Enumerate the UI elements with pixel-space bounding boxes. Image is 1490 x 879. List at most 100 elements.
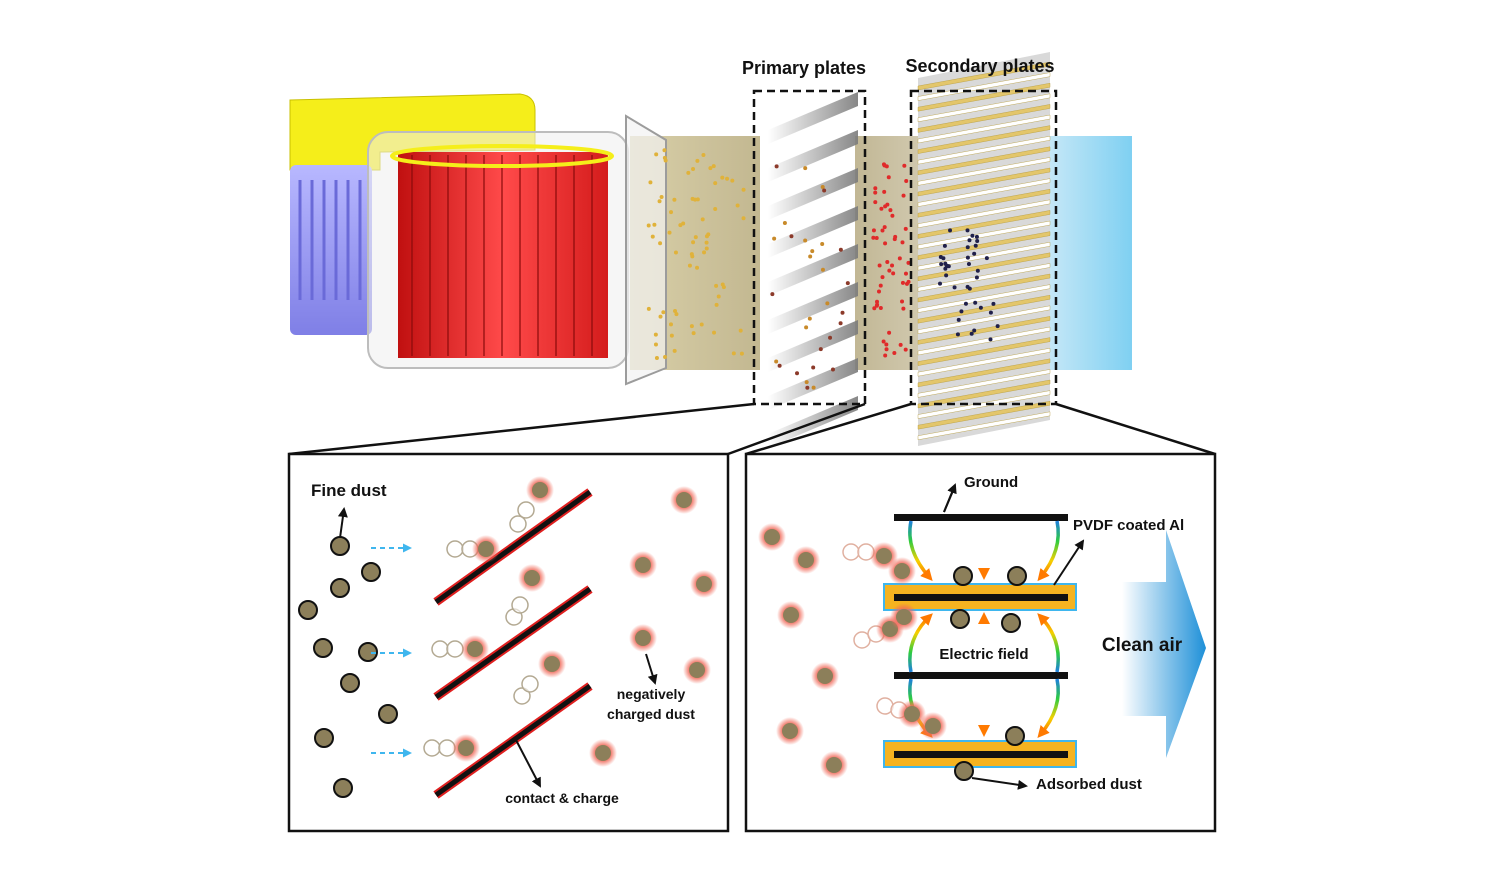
charged-dust-particle: [904, 706, 920, 722]
charged-dust-dot: [875, 302, 880, 307]
adsorbed-dust-dot: [984, 256, 989, 261]
fine-dust-dot: [673, 308, 678, 313]
adsorbed-dust-dot: [974, 275, 979, 280]
adsorbed-dust-label: Adsorbed dust: [1036, 776, 1142, 793]
adsorbed-dust-dot: [969, 331, 974, 336]
dust-dot: [774, 359, 779, 364]
fine-dust-dot: [695, 265, 700, 270]
charged-dust-dot: [878, 305, 883, 310]
fine-dust-dot: [741, 216, 746, 221]
charged-dust-particles: [452, 476, 718, 767]
charged-dust-dot: [887, 268, 892, 273]
charged-dust-particle: [826, 757, 842, 773]
field-line: [1037, 613, 1060, 673]
dust-dot: [795, 371, 800, 376]
charged-dust-dot: [891, 271, 896, 276]
charged-dust-particle: [478, 541, 494, 557]
adsorbed-dust-dot: [972, 251, 977, 256]
charged-dust-dot: [898, 342, 903, 347]
primary-detail-panel: Fine dust negatively charged dust contac…: [287, 452, 730, 833]
adsorbed-dust-dot: [975, 238, 980, 243]
charged-dust-particle: [532, 482, 548, 498]
charged-dust-dot: [884, 347, 889, 352]
clean-air-outlet: [1040, 136, 1132, 370]
dust-dot: [830, 367, 835, 372]
secondary-slat: [917, 316, 1051, 345]
charged-dust-dot: [873, 200, 878, 205]
fine-dust-dot: [712, 330, 717, 335]
secondary-slat: [917, 305, 1051, 335]
charged-dust-particle: [524, 570, 540, 586]
dust-dot: [820, 267, 825, 272]
dust-dot: [811, 365, 816, 370]
adsorbed-dust-dot: [956, 317, 961, 322]
field-line: [1037, 520, 1060, 582]
dust-dot: [808, 254, 813, 259]
charged-dust-dot: [904, 178, 909, 183]
secondary-slat: [917, 369, 1051, 398]
fine-dust-dot: [669, 333, 674, 338]
fine-dust-dot: [730, 178, 735, 183]
adsorbed-dust-dot: [966, 261, 971, 266]
fine-dust-dot: [653, 332, 658, 337]
dust-trail-ghost: [513, 687, 531, 705]
primary-slat: [768, 130, 858, 182]
charged-dust-particle: [676, 492, 692, 508]
dust-dot: [774, 164, 779, 169]
secondary-plates-box: [909, 89, 1058, 406]
charged-dust-particles-right: [758, 523, 947, 779]
fine-dust-dot: [669, 210, 674, 215]
fine-dust-dot: [731, 351, 736, 356]
adsorbed-dust-particles: [950, 566, 1027, 781]
dust-trail-ghost: [423, 739, 441, 757]
fine-dust-particle: [333, 778, 353, 798]
dust-trail-ghost: [446, 540, 464, 558]
adsorbed-dust-dot: [942, 243, 947, 248]
adsorbed-dust-dot: [967, 238, 972, 243]
adsorbed-dust-dot: [965, 255, 970, 260]
dust-dot: [810, 249, 815, 254]
dust-dot: [803, 166, 808, 171]
fine-dust-particle: [358, 642, 378, 662]
secondary-slat: [917, 61, 1051, 91]
dust-dot: [838, 247, 843, 252]
secondary-slat: [917, 400, 1051, 430]
adsorbed-dust-dot: [975, 268, 980, 273]
charged-dust-dot: [900, 280, 905, 285]
fine-dust-dot: [667, 230, 672, 235]
dust-dot: [770, 292, 775, 297]
adsorbed-dust-dot: [965, 228, 970, 233]
charged-dust-dot: [877, 263, 882, 268]
charged-dust-dot: [900, 299, 905, 304]
secondary-slat: [917, 104, 1051, 133]
fine-dust-dot: [652, 222, 657, 227]
clean-air-label: Clean air: [1102, 635, 1183, 656]
fine-dust-dot: [662, 155, 667, 160]
charged-dust-dot: [903, 226, 908, 231]
charged-dust-dot: [876, 289, 881, 294]
secondary-detail-panel: Clean air Ground PVDF coated Al Electric…: [744, 452, 1217, 833]
adsorbed-dust-dot: [952, 285, 957, 290]
fine-dust-dot: [689, 252, 694, 257]
fine-dust-dot: [674, 312, 679, 317]
charged-dust-dot: [883, 353, 888, 358]
dust-dot: [838, 321, 843, 326]
fine-dust-dot: [668, 322, 673, 327]
charged-dust-dot: [871, 228, 876, 233]
secondary-slat: [917, 220, 1051, 250]
adsorbed-dust-dot: [965, 284, 970, 289]
dust-dot: [807, 316, 812, 321]
fine-dust-dot: [662, 148, 667, 153]
secondary-slat: [917, 284, 1051, 313]
adsorbed-dust-dot: [972, 328, 977, 333]
fan-housing: [367, 114, 667, 386]
charged-dust-particle: [696, 576, 712, 592]
charged-dust-dot: [887, 330, 892, 335]
fine-dust-particle: [378, 704, 398, 724]
charged-dust-dot: [874, 236, 879, 241]
charged-dust-particle: [544, 656, 560, 672]
fine-dust-dot: [701, 153, 706, 158]
ground-plate-top: [894, 514, 1068, 521]
charged-dust-dot: [885, 259, 890, 264]
